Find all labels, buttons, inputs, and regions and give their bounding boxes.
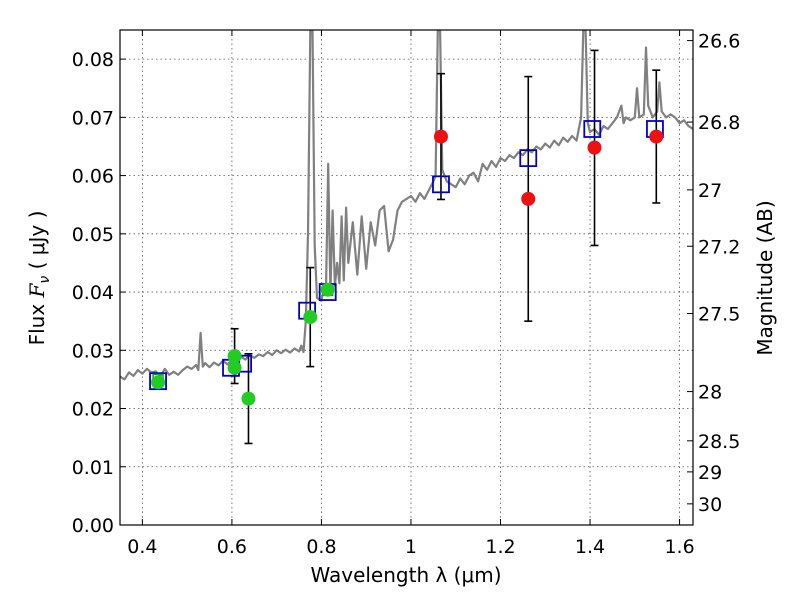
ticks: 0.4 0.6 0.8 1 1.2 1.4 1.6 0.00 0.01 0.02 0.03 0.04 0… [72, 30, 740, 558]
hst-data-point [303, 310, 318, 325]
errorbars [230, 49, 661, 445]
y-axis-label: Flux Fν ( μJy ) [25, 211, 53, 346]
y-tick-label: 0.08 [72, 49, 114, 71]
y-tick-label: 0.05 [72, 224, 114, 246]
y-tick-label: 0.04 [72, 282, 114, 304]
x-axis-label: Wavelength λ (μm) [310, 563, 501, 587]
hst-data-point [151, 375, 166, 390]
mag-tick-label: 26.8 [698, 112, 740, 134]
mag-tick-label: 27.5 [698, 304, 740, 326]
grid [120, 30, 693, 526]
ir-data-point [433, 129, 448, 144]
y2-axis-label: Magnitude (AB) [753, 200, 777, 355]
model-box [432, 175, 450, 194]
spectrum-line [120, 30, 693, 381]
y-tick-label: 0.02 [72, 399, 114, 421]
x-tick-label: 1 [405, 536, 417, 558]
x-tick-label: 1.2 [485, 536, 515, 558]
model-box [519, 149, 538, 168]
x-tick-label: 1.4 [575, 536, 605, 558]
mag-tick-label: 27 [698, 180, 722, 202]
hst-data-point [241, 391, 256, 406]
mag-tick-label: 27.2 [698, 236, 740, 258]
ir-data-point [587, 140, 602, 155]
ir-data-point [649, 129, 664, 144]
y-tick-label: 0.03 [72, 340, 114, 362]
y-tick-label: 0.07 [72, 107, 114, 129]
y-tick-label: 0.00 [72, 515, 114, 537]
mag-tick-label: 28.5 [698, 431, 740, 453]
hst-data-point [227, 349, 242, 364]
y-axis-label-unit: ( μJy ) [25, 211, 49, 276]
x-tick-label: 0.4 [127, 536, 157, 558]
model-boxes [149, 120, 664, 391]
ir-data-point [521, 191, 536, 206]
hst-data-point [320, 282, 335, 297]
x-tick-label: 0.6 [217, 536, 247, 558]
mag-tick-label: 26.6 [698, 31, 740, 53]
y-axis-label-subscript: ν [37, 276, 53, 284]
y-axis-label-prefix: Flux [25, 297, 49, 345]
spectrum-series [120, 30, 693, 381]
y-tick-label: 0.01 [72, 457, 114, 479]
observed-points [151, 129, 664, 406]
x-tick-label: 1.6 [664, 536, 694, 558]
y-axis-label-symbol: F [25, 282, 49, 298]
y-tick-label: 0.06 [72, 166, 114, 188]
hst-data-point [227, 360, 242, 375]
model-box [583, 120, 602, 138]
plot-frame [119, 29, 694, 526]
mag-tick-label: 28 [698, 382, 722, 404]
mag-tick-label: 30 [698, 494, 722, 516]
x-tick-label: 0.8 [306, 536, 336, 558]
mag-tick-label: 29 [698, 462, 722, 484]
